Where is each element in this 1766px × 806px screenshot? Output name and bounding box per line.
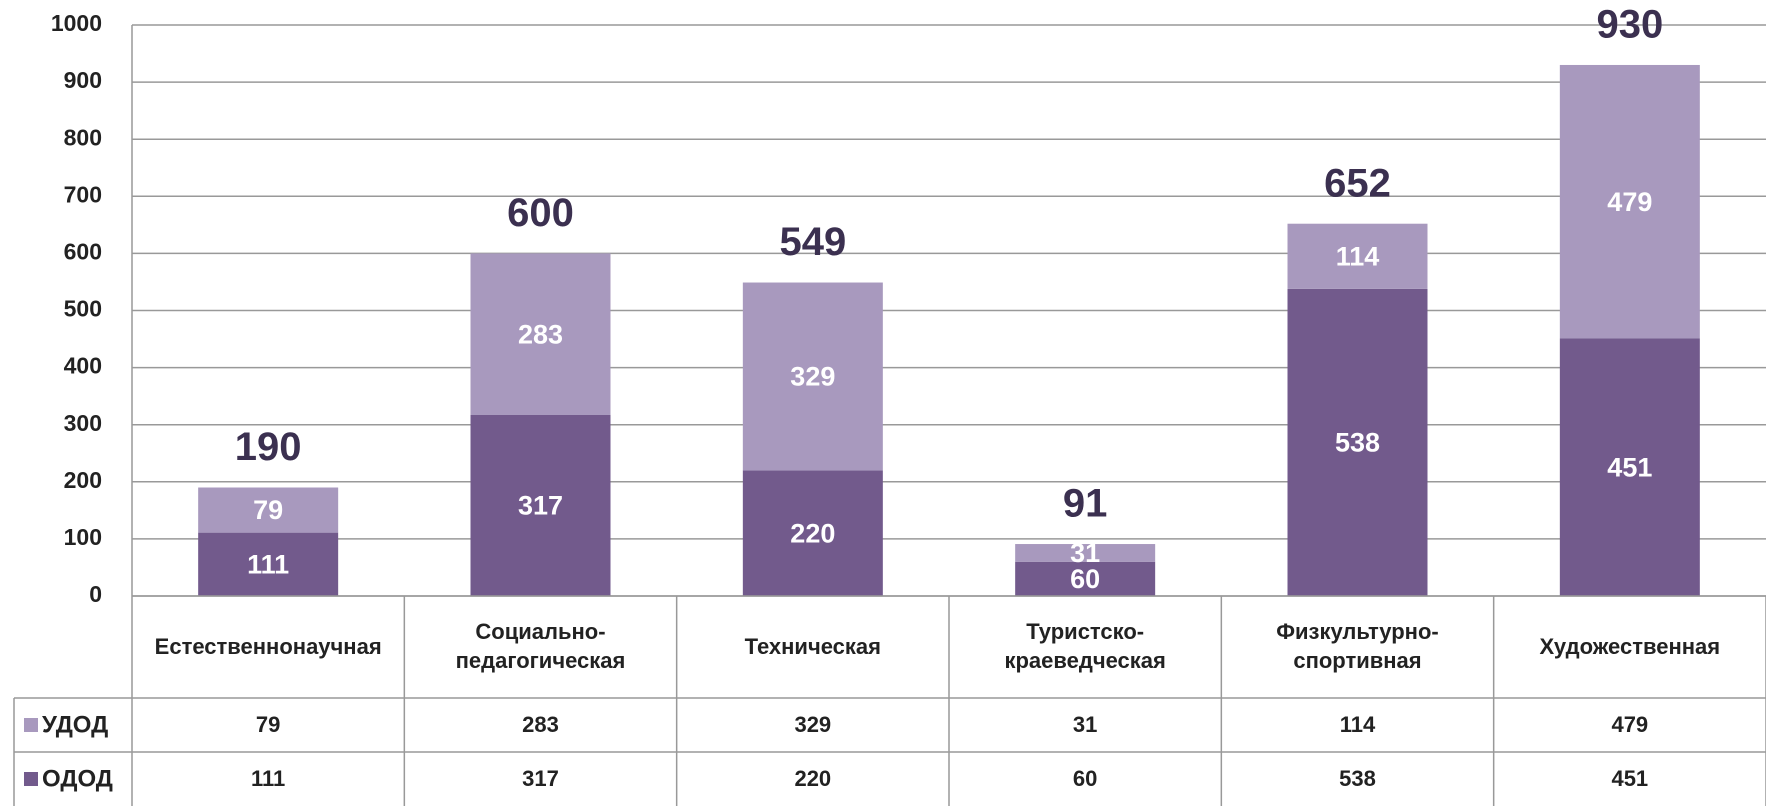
bar-segment: [1559, 64, 1700, 339]
bar-segment: [1015, 544, 1156, 562]
table-value: 114: [1339, 711, 1376, 737]
y-tick-label: 800: [64, 124, 102, 150]
bar-segment: [198, 532, 339, 596]
category-label: Туристско- краеведческая: [1004, 619, 1166, 673]
table-value: 317: [522, 765, 559, 791]
table-value: 479: [1611, 711, 1649, 737]
data-label: 479: [1607, 187, 1652, 217]
table-value: 329: [794, 711, 832, 737]
bar-segment: [1287, 223, 1428, 289]
data-label: 114: [1336, 241, 1380, 271]
category-label: Физкультурно- спортивная: [1276, 619, 1439, 673]
y-tick-label: 700: [64, 181, 102, 207]
bar-segment: [1287, 288, 1428, 596]
data-label: 329: [790, 362, 835, 392]
y-tick-label: 400: [64, 353, 102, 379]
bar-segment: [742, 470, 883, 596]
bar-segment: [1559, 338, 1700, 596]
category-label: Естественнонаучная: [154, 633, 382, 659]
category-label: Художественная: [1539, 633, 1721, 659]
legend-swatch: [24, 772, 38, 786]
total-label: 91: [1063, 482, 1108, 526]
table-value: 60: [1072, 765, 1098, 791]
total-label: 549: [779, 220, 846, 264]
data-label: 220: [790, 518, 835, 548]
y-tick-label: 500: [64, 296, 102, 322]
y-tick-label: 0: [89, 581, 102, 607]
bar-segment: [742, 282, 883, 471]
table-value: 79: [255, 711, 281, 737]
y-tick-label: 600: [64, 238, 102, 264]
table-value: 451: [1611, 765, 1649, 791]
y-tick-label: 1000: [51, 10, 102, 36]
total-label: 652: [1324, 161, 1391, 205]
category-label: Социально- педагогическая: [455, 619, 626, 673]
y-tick-label: 900: [64, 67, 102, 93]
data-label: 283: [518, 319, 563, 349]
data-label: 31: [1070, 538, 1100, 568]
data-label: 60: [1070, 564, 1100, 594]
data-label: 111: [247, 549, 289, 579]
bar-segment: [470, 253, 611, 415]
data-label: 79: [253, 495, 283, 525]
bar-segment: [470, 414, 611, 596]
data-label: 317: [518, 491, 563, 521]
legend-swatch: [24, 718, 38, 732]
total-label: 600: [507, 191, 574, 235]
y-tick-label: 300: [64, 410, 102, 436]
data-label: 451: [1607, 452, 1652, 482]
table-value: 111: [251, 765, 286, 791]
total-label: 190: [235, 425, 302, 469]
y-tick-label: 200: [64, 467, 102, 493]
data-label: 538: [1335, 428, 1380, 458]
total-label: 930: [1596, 3, 1663, 47]
table-value: 283: [522, 711, 559, 737]
legend-label: ОДОД: [42, 765, 113, 792]
table-value: 220: [794, 765, 832, 791]
legend-label: УДОД: [42, 711, 108, 738]
bar-segment: [198, 487, 339, 533]
category-label: Техническая: [744, 633, 881, 659]
table-value: 31: [1072, 711, 1098, 737]
table-value: 538: [1339, 765, 1376, 791]
y-tick-label: 100: [64, 524, 102, 550]
bar-segment: [1015, 561, 1156, 596]
